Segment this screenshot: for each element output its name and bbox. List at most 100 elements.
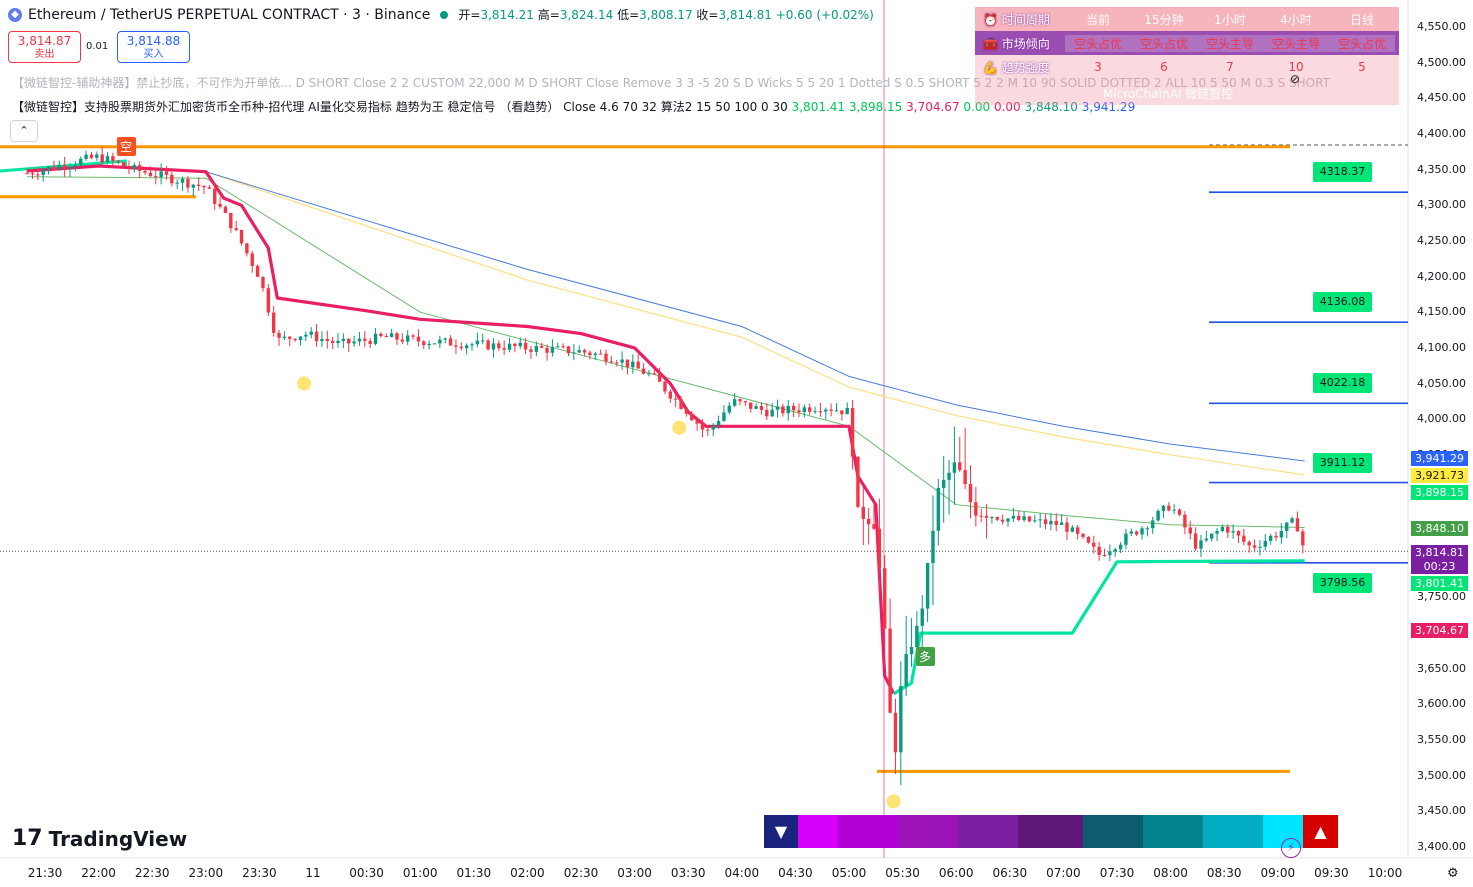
candle-body	[245, 243, 249, 254]
candle-body	[1102, 554, 1107, 556]
lightning-icon[interactable]: ⚡	[1281, 838, 1301, 858]
candle-body	[534, 346, 539, 352]
candle-body	[277, 332, 281, 338]
candle-body	[925, 562, 930, 609]
time-tick-label: 03:00	[617, 866, 652, 880]
market-bias-cell: 空头主导	[1197, 34, 1263, 52]
candle-body	[1161, 505, 1166, 511]
candle-body	[1081, 533, 1085, 537]
time-tick-label: 01:30	[456, 866, 492, 880]
collapse-legend-button[interactable]: ⌃	[10, 120, 38, 142]
candle-body	[1086, 536, 1091, 543]
candle-body	[1075, 527, 1080, 534]
candle-body	[711, 425, 715, 430]
candle-body	[202, 185, 206, 188]
time-tick-label: 04:30	[778, 866, 813, 880]
candle-body	[1043, 519, 1048, 525]
candle-body	[1183, 514, 1187, 528]
candle-body	[73, 164, 78, 167]
target-level-tag: 4318.37	[1313, 162, 1372, 182]
candle-body	[1065, 522, 1069, 532]
hide-eye-icon[interactable]: ⊘	[1290, 72, 1301, 86]
candle-body	[1172, 509, 1176, 511]
candle-body	[668, 391, 673, 399]
candle-body	[791, 405, 796, 411]
time-tick-label: 07:30	[1099, 866, 1135, 880]
candle-body	[325, 338, 329, 341]
candle-body	[577, 350, 581, 353]
candle-body	[1006, 518, 1010, 522]
candle-body	[95, 154, 99, 158]
candle-body	[336, 340, 340, 344]
candle-body	[320, 338, 324, 342]
candle-body	[62, 164, 67, 169]
candle-body	[282, 336, 287, 338]
candle-body	[840, 410, 844, 415]
time-tick-label: 02:00	[510, 866, 545, 880]
indicator-legend-2[interactable]: 【微链智控】支持股票期货外汇加密货币全币种-招代理 AI量化交易指标 趋势为王 …	[12, 100, 1136, 114]
price-tick-label: 4,350.00	[1417, 162, 1466, 176]
candle-body	[716, 420, 721, 426]
candle-body	[588, 352, 592, 356]
candle-body	[304, 334, 308, 337]
time-tick-label: 11	[305, 866, 321, 880]
candle-body	[609, 361, 614, 363]
candle-body	[223, 206, 228, 213]
price-tag: 3,941.29	[1411, 451, 1468, 466]
candle-body	[834, 410, 839, 412]
candle-body	[984, 515, 989, 518]
candle-body	[732, 399, 737, 406]
time-tick-label: 23:00	[188, 866, 224, 880]
indicator-legend-1[interactable]: 【微链智控-辅助神器】禁止抄底，不可作为开单依... D SHORT Close…	[12, 76, 1330, 90]
short-signal-label: 空	[120, 140, 132, 154]
candle-body	[566, 346, 571, 354]
tradingview-logo: 𝟭𝟳 TradingView	[12, 826, 188, 851]
candle-body	[255, 265, 260, 277]
target-level-tag: 4136.08	[1313, 292, 1372, 312]
candle-body	[68, 166, 72, 169]
long-signal-label: 多	[919, 650, 931, 664]
candle-body	[786, 405, 790, 414]
market-bias-cell: 空头占优	[1329, 34, 1395, 52]
candle-body	[582, 350, 587, 353]
symbol-header: ◆ Ethereum / TetherUS PERPETUAL CONTRACT…	[8, 6, 874, 23]
candle-body	[30, 173, 35, 175]
price-tag: 00:23	[1411, 559, 1468, 574]
price-tick-label: 3,750.00	[1417, 590, 1466, 604]
table-header-1d: 日线	[1349, 12, 1374, 27]
candle-body	[164, 171, 169, 175]
time-tick-label: 22:00	[81, 866, 116, 880]
buy-price: 3,814.88	[126, 34, 181, 48]
symbol-title[interactable]: Ethereum / TetherUS PERPETUAL CONTRACT ·…	[28, 6, 431, 23]
candle-body	[990, 517, 994, 519]
candle-body	[899, 686, 903, 753]
candle-body	[196, 184, 201, 186]
buy-button[interactable]: 3,814.88 买入	[117, 31, 190, 63]
candle-body	[357, 338, 362, 342]
candle-body	[137, 165, 142, 171]
candle-body	[888, 628, 892, 713]
trend-line-green	[892, 559, 1305, 696]
candle-body	[539, 346, 544, 348]
candle-body	[684, 409, 689, 414]
candle-body	[52, 166, 56, 170]
candle-body	[1017, 515, 1021, 520]
candle-body	[363, 338, 367, 341]
candle-body	[416, 336, 421, 342]
candle-body	[647, 373, 651, 375]
candle-body	[1188, 527, 1192, 534]
time-tick-label: 06:30	[992, 866, 1028, 880]
settings-gear-icon[interactable]: ⚙	[1447, 866, 1459, 881]
candle-body	[191, 184, 195, 188]
candle-body	[663, 381, 667, 392]
candle-body	[46, 166, 51, 171]
candle-body	[743, 401, 748, 403]
sell-button[interactable]: 3,814.87 卖出	[8, 31, 81, 63]
ma-green-line	[27, 176, 1305, 528]
time-tick-label: 22:30	[134, 866, 170, 880]
candle-body	[561, 346, 565, 348]
candle-body	[1177, 509, 1182, 515]
candle-body	[765, 409, 769, 417]
candle-body	[491, 343, 496, 350]
